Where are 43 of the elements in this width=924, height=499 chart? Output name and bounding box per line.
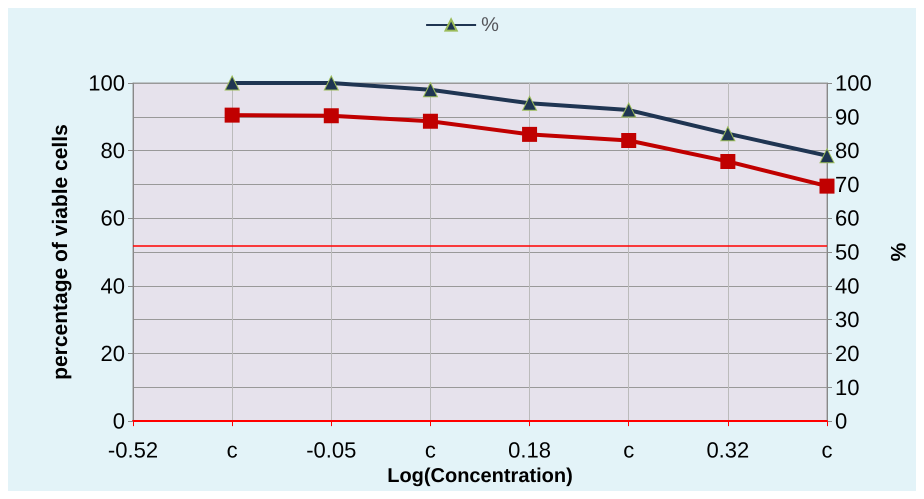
point: [820, 148, 834, 164]
y2-axis-title: %: [886, 242, 909, 262]
point: [422, 82, 438, 98]
y2-tick-label: 40: [835, 273, 860, 298]
point: [224, 76, 240, 90]
y2-tick-label: 30: [835, 307, 860, 332]
x-tick-label: c: [623, 438, 634, 463]
x-tick-label: -0.52: [108, 438, 158, 463]
y2-tick-label: 20: [835, 340, 860, 366]
y2-tick-label: 60: [835, 206, 860, 231]
y2-tick-label: 70: [835, 172, 860, 197]
point: [820, 178, 834, 194]
y2-tick-label: 100: [835, 70, 872, 96]
x-tick-label: -0.05: [306, 438, 356, 463]
y-axis-title: percentage of viable cells: [49, 124, 72, 380]
legend-label: %: [481, 14, 500, 36]
y-tick-label: 100: [88, 70, 125, 96]
point: [720, 154, 736, 169]
y2-tick-label: 10: [835, 374, 860, 400]
x-tick-label: c: [822, 438, 832, 463]
x-axis-title: Log(Concentration): [387, 465, 573, 487]
y-tick-label: 0: [112, 408, 125, 434]
y-tick-label: 60: [100, 206, 125, 231]
y2-tick-label: 0: [835, 408, 848, 434]
point: [422, 114, 438, 129]
point: [522, 96, 538, 111]
y2-tick-label: 90: [835, 104, 860, 130]
point: [522, 126, 538, 142]
point: [621, 102, 636, 118]
x-tick-label: c: [226, 438, 238, 463]
point: [621, 132, 636, 148]
y2-tick-label: 50: [835, 240, 860, 265]
point: [720, 126, 736, 142]
y-tick-label: 40: [100, 273, 125, 298]
y2-tick-label: 80: [835, 138, 860, 164]
x-tick-label: 0.32: [706, 438, 750, 463]
x-tick-label: c: [424, 438, 436, 463]
x-tick-label: 0.18: [508, 438, 551, 463]
point: [224, 108, 240, 123]
point: [324, 76, 339, 90]
y-tick-label: 20: [100, 340, 125, 366]
y-tick-label: 80: [100, 138, 125, 164]
point: [324, 108, 339, 124]
